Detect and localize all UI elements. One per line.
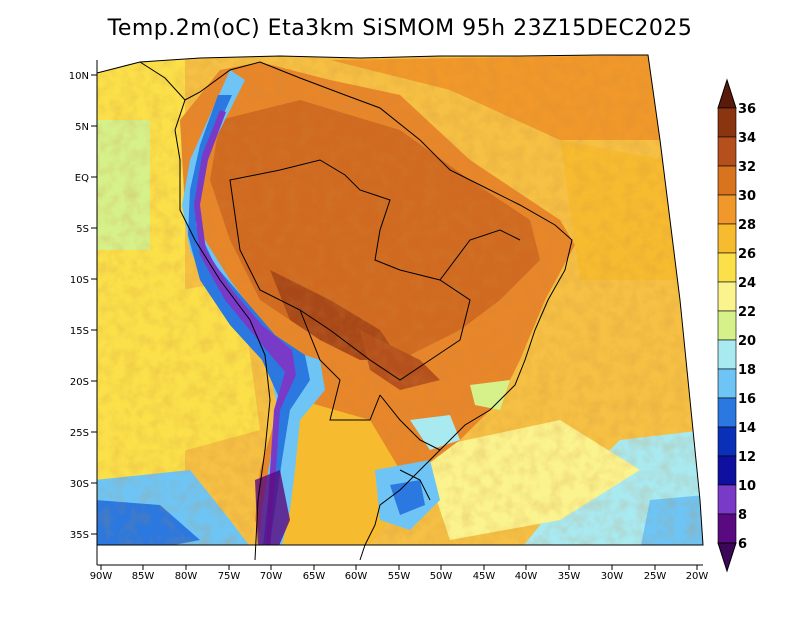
lon-label: 25W xyxy=(644,571,667,582)
lon-label: 80W xyxy=(175,571,198,582)
colorbar-label: 30 xyxy=(738,189,756,204)
colorbar-label: 16 xyxy=(738,392,756,407)
colorbar: 36 34 32 30 28 26 24 22 20 18 16 14 12 10 8 6 xyxy=(717,78,756,573)
colorbar-swatch xyxy=(717,397,737,428)
colorbar-label: 8 xyxy=(738,508,747,523)
colorbar-label: 34 xyxy=(738,131,756,146)
lat-label: 10N xyxy=(69,71,89,82)
colorbar-label: 20 xyxy=(738,334,756,349)
lat-label: 5S xyxy=(76,224,89,235)
lat-label: 25S xyxy=(70,428,89,439)
lon-label: 60W xyxy=(345,571,368,582)
lat-label: 35S xyxy=(70,530,89,541)
lon-label: 55W xyxy=(388,571,411,582)
colorbar-swatch xyxy=(717,310,737,341)
lat-label: 20S xyxy=(70,377,89,388)
colorbar-swatch xyxy=(717,513,737,544)
colorbar-swatch xyxy=(717,194,737,225)
colorbar-swatch xyxy=(717,339,737,370)
lon-label: 45W xyxy=(473,571,496,582)
lon-label: 85W xyxy=(132,571,155,582)
lon-ticks: 90W 85W 80W 75W 70W 65W 60W 55W 50W 45W … xyxy=(90,565,709,582)
lon-label: 90W xyxy=(90,571,113,582)
colorbar-swatch xyxy=(717,281,737,312)
colorbar-label: 18 xyxy=(738,363,756,378)
colorbar-label: 26 xyxy=(738,247,756,262)
lon-label: 70W xyxy=(260,571,283,582)
colorbar-label: 12 xyxy=(738,450,756,465)
colorbar-label: 10 xyxy=(738,479,756,494)
lat-label: 5N xyxy=(75,122,89,133)
colorbar-label: 36 xyxy=(738,102,756,117)
colorbar-swatch xyxy=(717,455,737,486)
lon-label: 75W xyxy=(218,571,241,582)
lat-ticks: 10N 5N EQ 5S 10S 15S 20S 25S 30S 35S xyxy=(69,71,97,541)
colorbar-label: 32 xyxy=(738,160,756,175)
colorbar-label: 28 xyxy=(738,218,756,233)
colorbar-swatch xyxy=(717,223,737,254)
colorbar-swatch xyxy=(717,484,737,515)
map-frame xyxy=(96,54,704,546)
colorbar-bottom-arrow xyxy=(717,542,737,573)
lon-label: 50W xyxy=(430,571,453,582)
colorbar-label: 14 xyxy=(738,421,756,436)
lat-label: 15S xyxy=(70,326,89,337)
map-title: Temp.2m(oC) Eta3km SiSMOM 95h 23Z15DEC20… xyxy=(107,16,693,41)
colorbar-top-arrow xyxy=(717,78,737,109)
country-borders xyxy=(139,61,573,561)
lon-label: 35W xyxy=(558,571,581,582)
lon-label: 65W xyxy=(303,571,326,582)
lon-label: 30W xyxy=(601,571,624,582)
colorbar-label: 6 xyxy=(738,537,747,552)
lon-label: 40W xyxy=(515,571,538,582)
colorbar-swatch xyxy=(717,136,737,167)
colorbar-swatch xyxy=(717,252,737,283)
colorbar-swatch xyxy=(717,165,737,196)
colorbar-swatch xyxy=(717,107,737,138)
lat-label: EQ xyxy=(75,173,89,184)
lon-label: 20W xyxy=(686,571,709,582)
colorbar-label: 22 xyxy=(738,305,756,320)
colorbar-swatch xyxy=(717,368,737,399)
lat-label: 10S xyxy=(70,275,89,286)
colorbar-swatch xyxy=(717,426,737,457)
temperature-field xyxy=(97,55,703,545)
lat-label: 30S xyxy=(70,479,89,490)
colorbar-label: 24 xyxy=(738,276,756,291)
